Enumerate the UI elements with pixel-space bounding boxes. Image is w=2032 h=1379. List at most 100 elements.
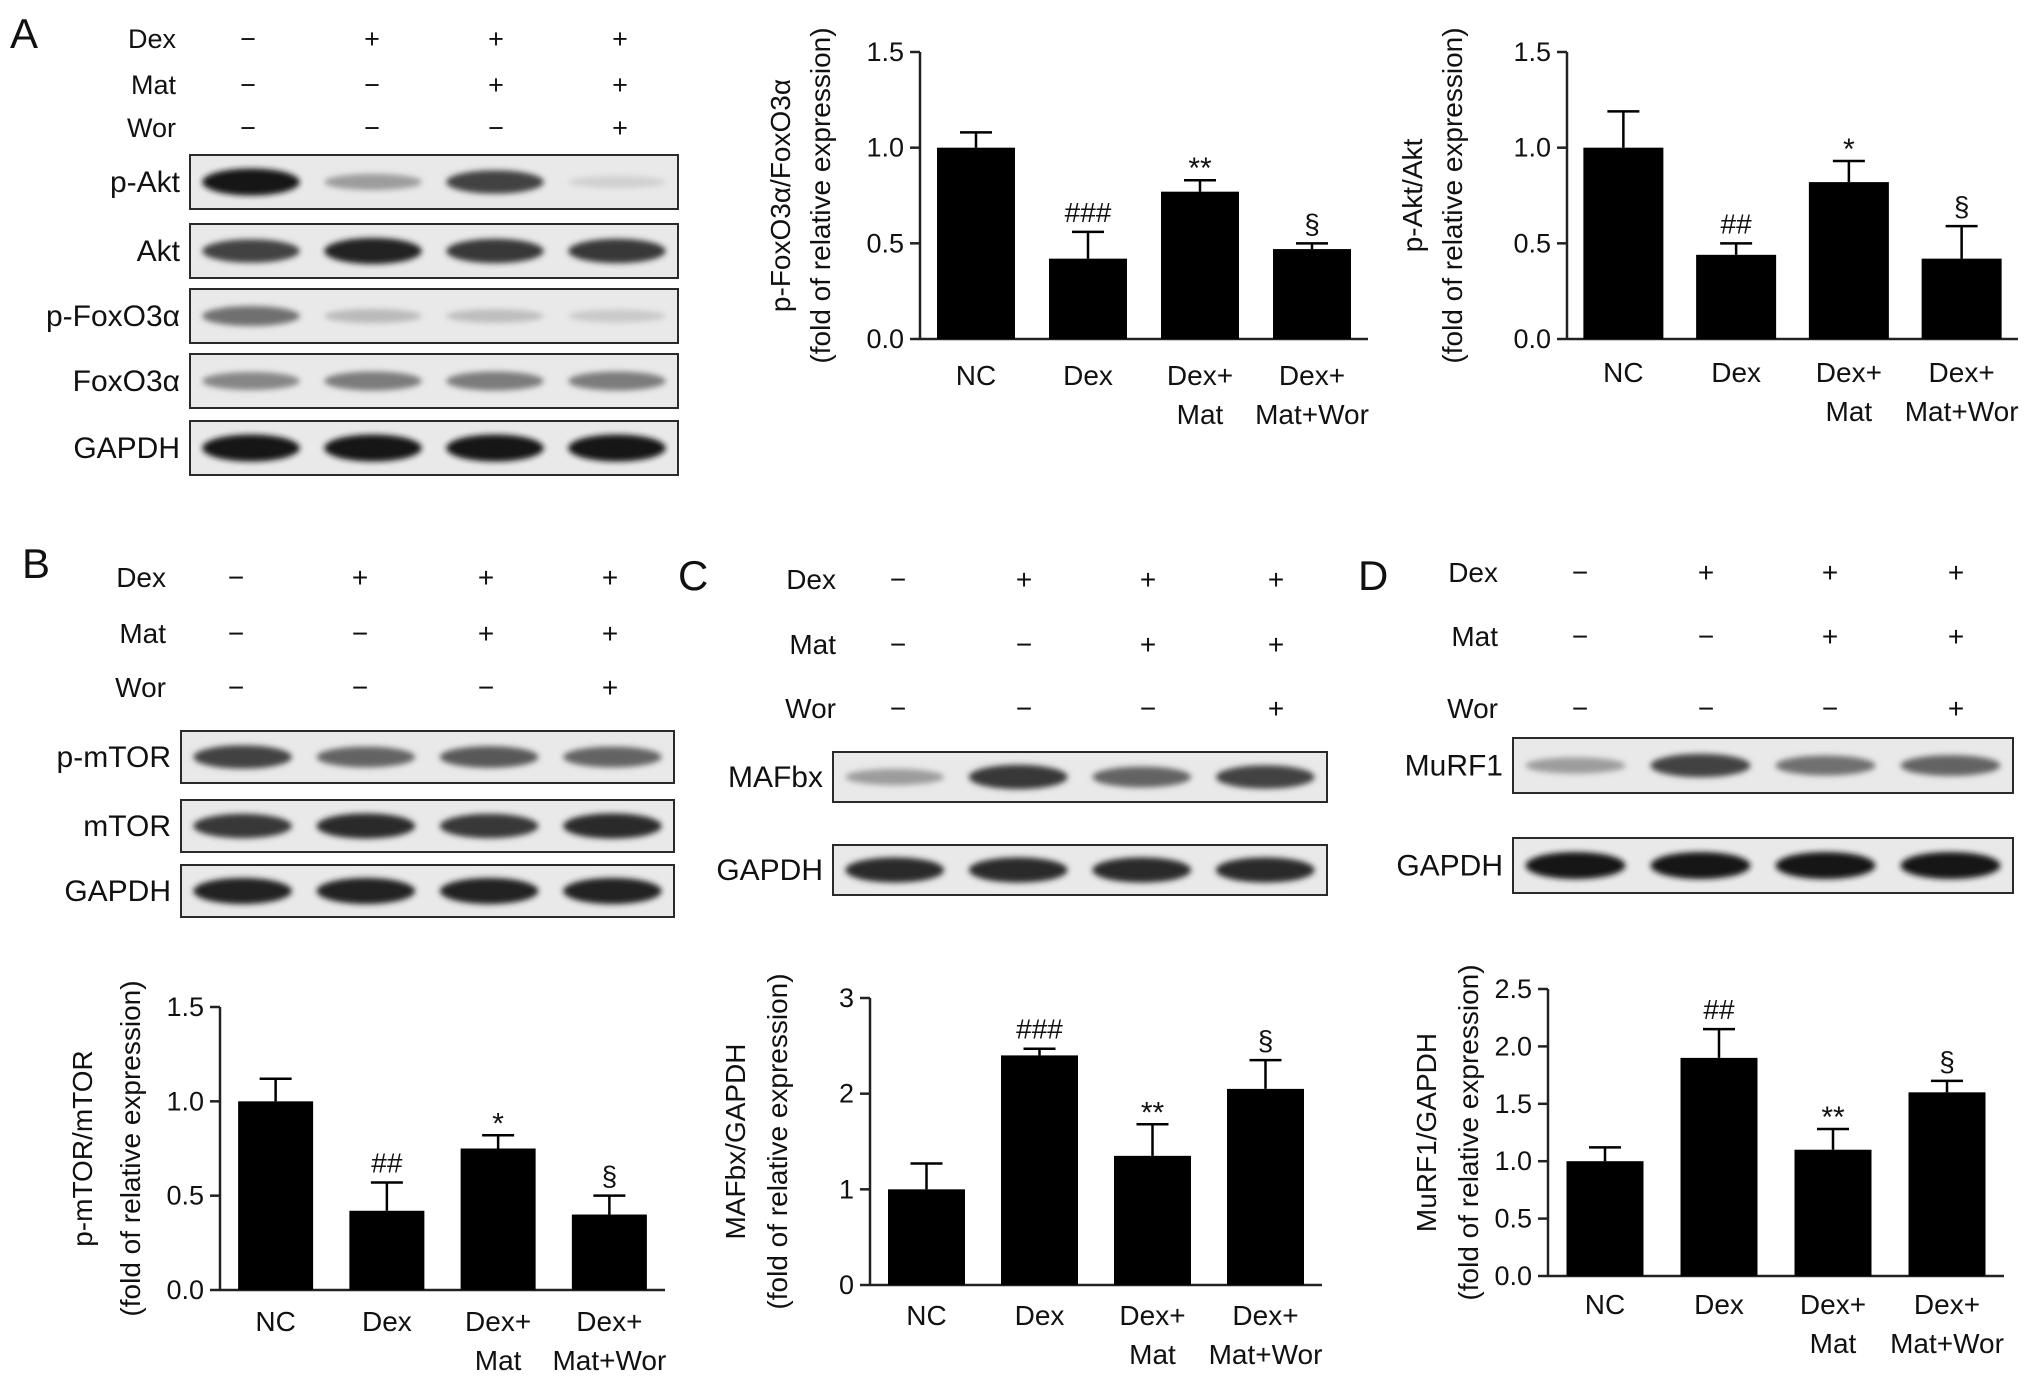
y-tick-label: 1	[839, 1174, 854, 1204]
significance-label: **	[1188, 152, 1212, 185]
condition-sign: −	[890, 564, 906, 595]
protein-band	[316, 813, 416, 839]
y-axis-title: p-Akt/Akt	[1397, 138, 1428, 252]
panel-letter-d: D	[1358, 552, 1388, 599]
x-category-label: Mat+Wor	[552, 1345, 666, 1376]
condition-label-mat: Mat	[1451, 621, 1498, 652]
condition-sign: +	[1268, 693, 1284, 724]
y-tick-label: 3	[839, 983, 854, 1013]
x-category-label: Mat	[1826, 396, 1873, 427]
protein-band	[1525, 851, 1626, 880]
condition-sign: +	[1948, 693, 1964, 724]
protein-band	[324, 173, 422, 191]
protein-band	[324, 434, 422, 462]
protein-band	[1900, 851, 2001, 880]
protein-band	[568, 309, 666, 323]
x-category-label: NC	[906, 1300, 946, 1331]
protein-band	[968, 764, 1068, 790]
x-category-label: Dex	[1711, 357, 1761, 388]
bar	[1566, 1161, 1644, 1276]
condition-sign: +	[602, 618, 618, 649]
x-category-label: Dex+	[1279, 360, 1345, 391]
protein-band	[446, 434, 544, 462]
significance-label: §	[1304, 208, 1320, 239]
condition-sign: +	[612, 24, 628, 54]
protein-band	[845, 857, 945, 883]
x-category-label: Dex+	[1232, 1300, 1298, 1331]
condition-sign: +	[352, 562, 368, 593]
protein-band	[439, 746, 539, 768]
condition-sign: −	[352, 672, 368, 703]
significance-label: *	[1843, 133, 1855, 166]
condition-label-dex: Dex	[786, 564, 836, 595]
western-blot-c: Dex − + + + Mat − − + + Wor − − − + MAFbx GAPDH	[716, 564, 1328, 896]
condition-sign: +	[612, 70, 628, 100]
condition-sign: +	[1822, 557, 1838, 588]
protein-band	[1092, 857, 1192, 883]
protein-band	[1215, 857, 1315, 883]
bar	[349, 1210, 425, 1290]
condition-label-wor: Wor	[127, 113, 176, 143]
condition-label-dex: Dex	[1448, 557, 1498, 588]
y-axis-subtitle: (fold of relative expression)	[1453, 964, 1484, 1300]
bar	[1273, 249, 1351, 339]
x-category-label: Dex	[1015, 1300, 1065, 1331]
x-category-label: Mat+Wor	[1905, 396, 2019, 427]
blot-row-label: mTOR	[83, 810, 171, 843]
x-category-label: Dex+	[1119, 1300, 1185, 1331]
condition-sign: −	[240, 70, 256, 100]
condition-sign: −	[240, 113, 256, 143]
protein-band	[568, 238, 666, 264]
y-tick-label: 0.5	[166, 1181, 204, 1211]
condition-sign: +	[1016, 564, 1032, 595]
bar	[1808, 182, 1889, 339]
protein-band	[316, 877, 416, 905]
protein-band	[446, 371, 544, 391]
y-axis-title: MAFbx/GAPDH	[720, 1043, 751, 1239]
condition-label-mat: Mat	[119, 618, 166, 649]
x-category-label: Dex+	[576, 1306, 642, 1337]
y-axis-subtitle: (fold of relative expression)	[1437, 27, 1468, 363]
protein-band	[202, 371, 300, 391]
bar	[1794, 1149, 1872, 1276]
condition-label-mat: Mat	[131, 70, 177, 100]
condition-label-wor: Wor	[1447, 693, 1498, 724]
protein-band	[202, 306, 300, 326]
condition-sign: −	[1572, 693, 1588, 724]
condition-sign: −	[240, 24, 256, 54]
y-tick-label: 0.5	[866, 228, 904, 258]
y-tick-label: 1.0	[866, 133, 904, 163]
blot-row-label: MuRF1	[1405, 750, 1503, 783]
y-tick-label: 1.5	[166, 992, 204, 1022]
y-tick-label: 1.5	[1494, 1089, 1532, 1119]
blot-row-label: p-Akt	[110, 166, 181, 199]
x-category-label: Mat+Wor	[1890, 1328, 2004, 1359]
bar	[1161, 191, 1239, 339]
x-category-label: Dex	[1694, 1289, 1744, 1320]
bar	[1114, 1155, 1191, 1285]
y-tick-label: 2.5	[1494, 974, 1532, 1004]
condition-sign: −	[890, 629, 906, 660]
condition-sign: −	[488, 113, 504, 143]
protein-band	[563, 746, 662, 768]
condition-label-wor: Wor	[115, 672, 166, 703]
condition-sign: +	[488, 70, 504, 100]
protein-band	[1525, 757, 1626, 774]
protein-band	[439, 877, 539, 905]
condition-sign: +	[478, 562, 494, 593]
x-category-label: NC	[255, 1306, 295, 1337]
y-tick-label: 2.0	[1494, 1031, 1532, 1061]
bar	[1696, 254, 1777, 339]
y-axis-title: p-mTOR/mTOR	[67, 1050, 98, 1247]
protein-band	[568, 371, 666, 391]
protein-band	[324, 309, 422, 323]
bar	[1001, 1055, 1078, 1285]
x-category-label: Mat+Wor	[1255, 399, 1369, 430]
condition-sign: +	[602, 672, 618, 703]
y-tick-label: 0.5	[1513, 228, 1551, 258]
x-category-label: NC	[1603, 357, 1643, 388]
protein-band	[446, 238, 544, 264]
condition-sign: +	[1822, 621, 1838, 652]
protein-band	[1900, 755, 2001, 776]
protein-band	[968, 857, 1068, 883]
